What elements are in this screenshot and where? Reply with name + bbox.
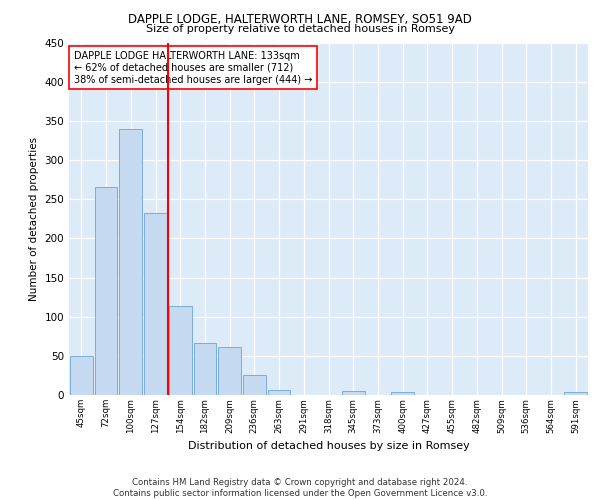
Text: DAPPLE LODGE HALTERWORTH LANE: 133sqm
← 62% of detached houses are smaller (712): DAPPLE LODGE HALTERWORTH LANE: 133sqm ← … — [74, 52, 313, 84]
Text: Contains HM Land Registry data © Crown copyright and database right 2024.
Contai: Contains HM Land Registry data © Crown c… — [113, 478, 487, 498]
Bar — [194, 342, 216, 395]
Bar — [218, 347, 241, 395]
Bar — [70, 356, 93, 395]
Bar — [391, 392, 414, 395]
Bar — [169, 306, 191, 395]
Y-axis label: Number of detached properties: Number of detached properties — [29, 136, 39, 301]
Bar — [119, 128, 142, 395]
X-axis label: Distribution of detached houses by size in Romsey: Distribution of detached houses by size … — [188, 441, 469, 451]
Text: DAPPLE LODGE, HALTERWORTH LANE, ROMSEY, SO51 9AD: DAPPLE LODGE, HALTERWORTH LANE, ROMSEY, … — [128, 12, 472, 26]
Text: Size of property relative to detached houses in Romsey: Size of property relative to detached ho… — [146, 24, 455, 34]
Bar — [144, 214, 167, 395]
Bar — [95, 188, 118, 395]
Bar — [342, 391, 365, 395]
Bar — [564, 392, 587, 395]
Bar — [268, 390, 290, 395]
Bar — [243, 376, 266, 395]
